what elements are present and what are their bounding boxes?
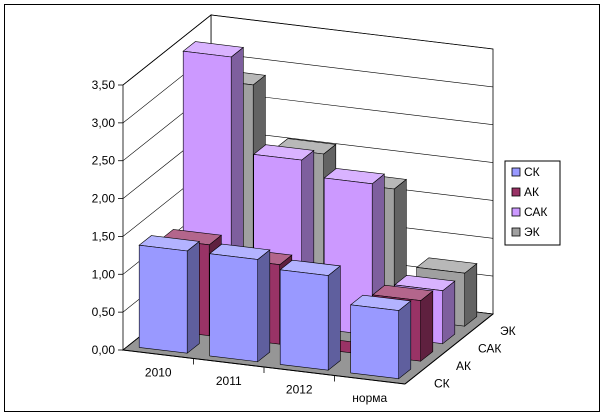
y-tick-label: 1,00 — [92, 267, 116, 281]
legend-label: СК — [524, 165, 540, 179]
x-tick-label: 2012 — [286, 382, 313, 396]
bar-front — [209, 253, 259, 363]
bar-side — [257, 249, 271, 363]
bar — [349, 294, 412, 380]
bar-side — [420, 290, 434, 362]
y-tick-label: 0,50 — [92, 305, 116, 319]
y-tick-label: 1,50 — [92, 229, 116, 243]
x-axis-labels: 2010 2011 2012 норма — [145, 365, 388, 405]
bar-side — [442, 280, 456, 345]
depth-tick-label: ЭК — [500, 324, 516, 338]
legend-label: АК — [524, 185, 539, 199]
y-axis-ticks: 0,00 0,50 1,00 1,50 2,00 2,50 3,00 3,50 — [92, 78, 123, 357]
x-axis-line — [122, 349, 406, 385]
legend: СК АК САК ЭК — [504, 160, 561, 246]
bars — [138, 41, 478, 380]
legend-label: ЭК — [524, 225, 540, 239]
bar-side — [464, 262, 478, 327]
bar-front — [350, 304, 400, 380]
legend-label: САК — [524, 205, 547, 219]
legend-swatch — [511, 187, 521, 197]
x-tick-label: 2011 — [216, 374, 242, 388]
x-tick-label: норма — [352, 391, 387, 405]
y-tick-label: 2,00 — [92, 192, 116, 206]
bar-front — [279, 269, 329, 371]
gridline — [122, 14, 494, 86]
bar — [208, 243, 271, 363]
legend-swatch — [511, 207, 521, 217]
depth-tick-label: САК — [478, 341, 501, 355]
y-tick-label: 3,00 — [92, 116, 116, 130]
bar-side — [186, 240, 200, 354]
bar — [279, 259, 342, 371]
bar-side — [327, 265, 341, 371]
depth-axis-line — [404, 313, 494, 385]
bar — [138, 235, 201, 354]
legend-swatch — [511, 167, 521, 177]
depth-tick-label: СК — [434, 376, 450, 390]
y-tick-label: 2,50 — [92, 154, 116, 168]
bar-front — [138, 244, 188, 354]
x-tick-label: 2010 — [145, 365, 172, 379]
depth-tick-label: АК — [456, 359, 471, 373]
y-tick-label: 3,50 — [92, 78, 116, 92]
y-tick-label: 0,00 — [92, 343, 116, 357]
legend-swatch — [511, 227, 521, 237]
depth-axis-labels: СК АК САК ЭК — [434, 324, 516, 391]
bar-side — [398, 300, 412, 380]
